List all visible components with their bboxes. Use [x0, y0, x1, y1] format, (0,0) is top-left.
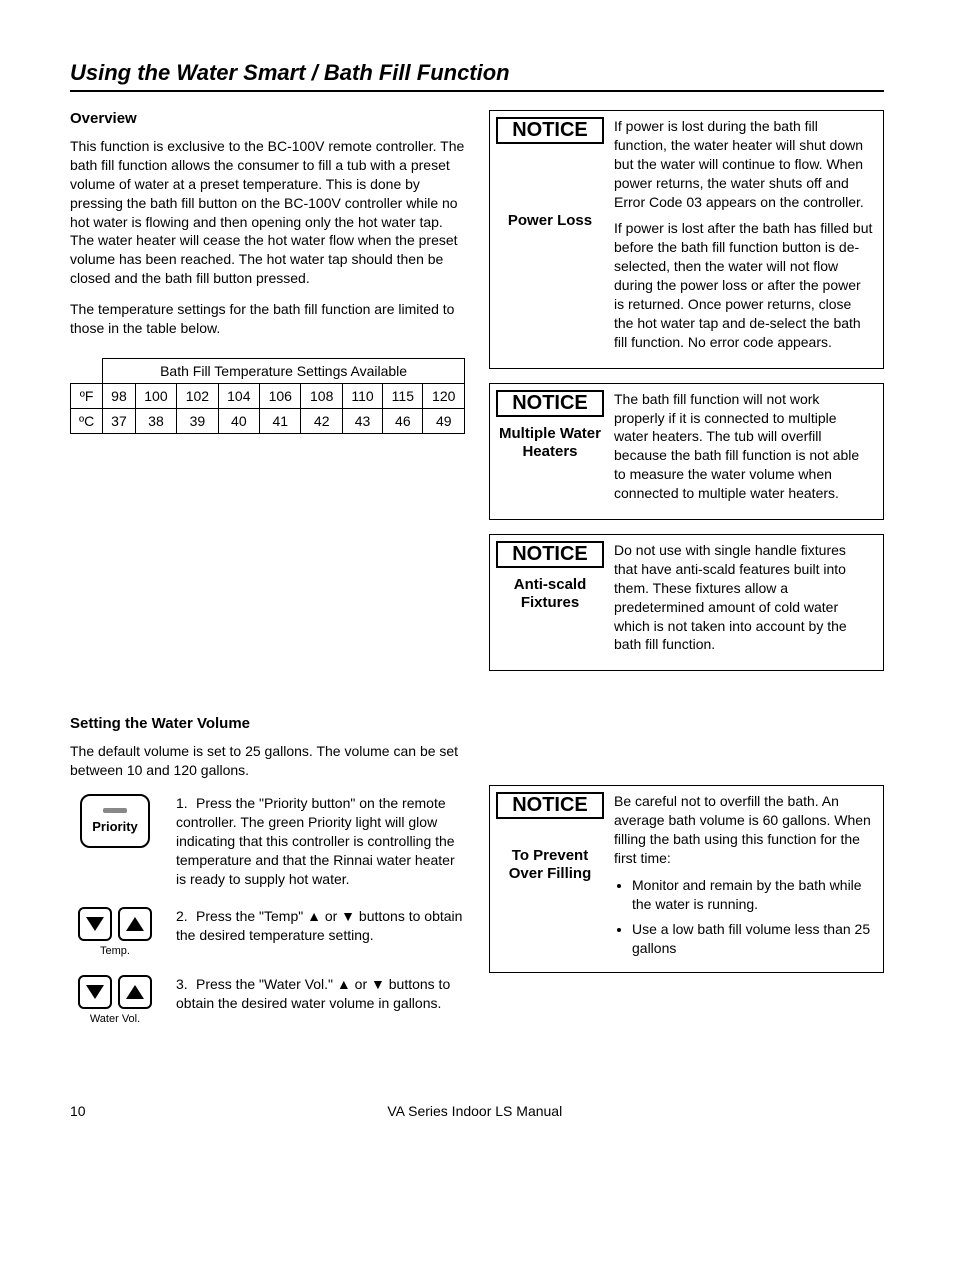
anti-scald-subtitle: Anti-scald Fixtures	[496, 576, 604, 612]
overview-column: Overview This function is exclusive to t…	[70, 110, 465, 685]
manual-title: VA Series Indoor LS Manual	[387, 1103, 562, 1119]
multiple-subtitle: Multiple Water Heaters	[496, 425, 604, 461]
step-2-text: Press the "Temp" ▲ or ▼ buttons to obtai…	[176, 908, 462, 943]
temp-row-c: ºC 37 38 39 40 41 42 43 46 49	[71, 408, 465, 433]
page-number: 10	[70, 1103, 86, 1119]
page-title: Using the Water Smart / Bath Fill Functi…	[70, 60, 884, 92]
overfill-subtitle: To Prevent Over Filling	[496, 847, 604, 883]
temp-table: Bath Fill Temperature Settings Available…	[70, 358, 465, 434]
page: Using the Water Smart / Bath Fill Functi…	[0, 0, 954, 1159]
notice-power-loss: NOTICE Power Loss If power is lost durin…	[489, 110, 884, 369]
triangle-up-icon	[126, 917, 144, 931]
overview-p2: The temperature settings for the bath fi…	[70, 300, 465, 338]
steps-list: Priority 1.Press the "Priority button" o…	[70, 794, 465, 1024]
power-loss-subtitle: Power Loss	[496, 212, 604, 230]
overfill-column: NOTICE To Prevent Over Filling Be carefu…	[489, 745, 884, 1042]
notice-overfill: NOTICE To Prevent Over Filling Be carefu…	[489, 785, 884, 972]
upper-columns: Overview This function is exclusive to t…	[70, 110, 884, 685]
volume-column: Setting the Water Volume The default vol…	[70, 715, 465, 1042]
step-3-text: Press the "Water Vol." ▲ or ▼ buttons to…	[176, 976, 450, 1011]
temp-table-title: Bath Fill Temperature Settings Available	[103, 358, 465, 383]
temp-buttons-icon: Temp.	[70, 907, 160, 957]
lower-columns: Setting the Water Volume The default vol…	[70, 715, 884, 1042]
notice-anti-scald: NOTICE Anti-scald Fixtures Do not use wi…	[489, 534, 884, 671]
volume-heading: Setting the Water Volume	[70, 715, 465, 732]
step-1-text: Press the "Priority button" on the remot…	[176, 795, 455, 887]
notice-multiple-heaters: NOTICE Multiple Water Heaters The bath f…	[489, 383, 884, 520]
notice-badge: NOTICE	[496, 117, 604, 144]
triangle-up-icon	[126, 985, 144, 999]
volume-intro: The default volume is set to 25 gallons.…	[70, 742, 465, 780]
overfill-bullets: Monitor and remain by the bath while the…	[614, 876, 873, 958]
overview-heading: Overview	[70, 110, 465, 127]
priority-button-icon: Priority	[70, 794, 160, 848]
notice-badge: NOTICE	[496, 792, 604, 819]
step-2: Temp. 2.Press the "Temp" ▲ or ▼ buttons …	[70, 907, 465, 957]
notices-column: NOTICE Power Loss If power is lost durin…	[489, 110, 884, 685]
overview-p1: This function is exclusive to the BC-100…	[70, 137, 465, 288]
notice-badge: NOTICE	[496, 390, 604, 417]
power-loss-p1: If power is lost during the bath fill fu…	[614, 117, 873, 211]
power-loss-p2: If power is lost after the bath has fill…	[614, 219, 873, 351]
footer: 10 VA Series Indoor LS Manual	[70, 1103, 884, 1119]
water-vol-buttons-icon: Water Vol.	[70, 975, 160, 1025]
step-3: Water Vol. 3.Press the "Water Vol." ▲ or…	[70, 975, 465, 1025]
overfill-p1: Be careful not to overfill the bath. An …	[614, 792, 873, 868]
temp-row-f: ºF 98 100 102 104 106 108 110 115 120	[71, 383, 465, 408]
triangle-down-icon	[86, 985, 104, 999]
triangle-down-icon	[86, 917, 104, 931]
anti-scald-p1: Do not use with single handle fixtures t…	[614, 541, 873, 654]
multiple-p1: The bath fill function will not work pro…	[614, 390, 873, 503]
notice-badge: NOTICE	[496, 541, 604, 568]
step-1: Priority 1.Press the "Priority button" o…	[70, 794, 465, 888]
